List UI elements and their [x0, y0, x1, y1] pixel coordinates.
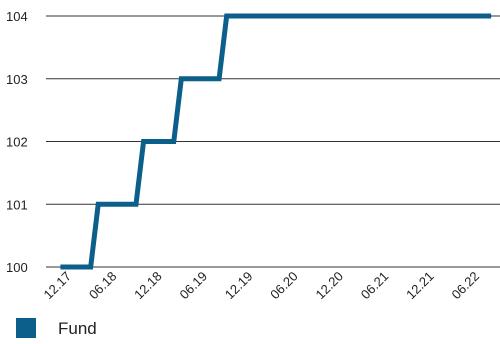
x-tick-label-06-18: 06.18	[86, 269, 120, 303]
data-point-3	[135, 203, 137, 206]
y-tick-label-104: 104	[6, 9, 28, 24]
data-point-6	[180, 77, 183, 80]
legend-label-fund: Fund	[58, 319, 97, 338]
y-tick-label-102: 102	[6, 135, 28, 150]
x-tick-label-12-19: 12.19	[222, 269, 256, 303]
data-point-0	[59, 266, 62, 268]
legend-swatch-fund	[16, 318, 36, 338]
x-tick-label-06-21: 06.21	[358, 269, 392, 303]
data-point-2	[97, 203, 100, 206]
gridlines	[46, 15, 500, 268]
x-tick-label-12-18: 12.18	[131, 269, 165, 303]
y-tick-label-103: 103	[6, 72, 28, 87]
data-point-5	[172, 140, 175, 143]
y-tick-label-100: 100	[6, 260, 28, 275]
data-point-8	[225, 15, 228, 17]
y-axis-tick-labels: 100 101 102 103 104	[6, 9, 28, 275]
x-tick-label-06-19: 06.19	[176, 269, 210, 303]
data-point-4	[142, 140, 145, 143]
data-point-7	[218, 77, 220, 80]
series-layer	[59, 13, 492, 270]
x-tick-label-12-20: 12.20	[312, 269, 346, 303]
legend: Fund	[16, 318, 97, 338]
x-tick-label-12-17: 12.17	[41, 269, 75, 303]
y-tick-label-101: 101	[6, 197, 28, 212]
data-point-1	[89, 266, 92, 268]
data-point-9	[490, 15, 492, 17]
x-tick-label-06-22: 06.22	[448, 269, 482, 303]
x-tick-label-12-21: 12.21	[403, 269, 437, 303]
x-tick-label-06-20: 06.20	[267, 269, 301, 303]
x-axis-tick-labels: 12.17 06.18 12.18 06.19 12.19 06.20 12.20 06.21…	[41, 269, 483, 303]
series-line-fund	[60, 13, 492, 270]
